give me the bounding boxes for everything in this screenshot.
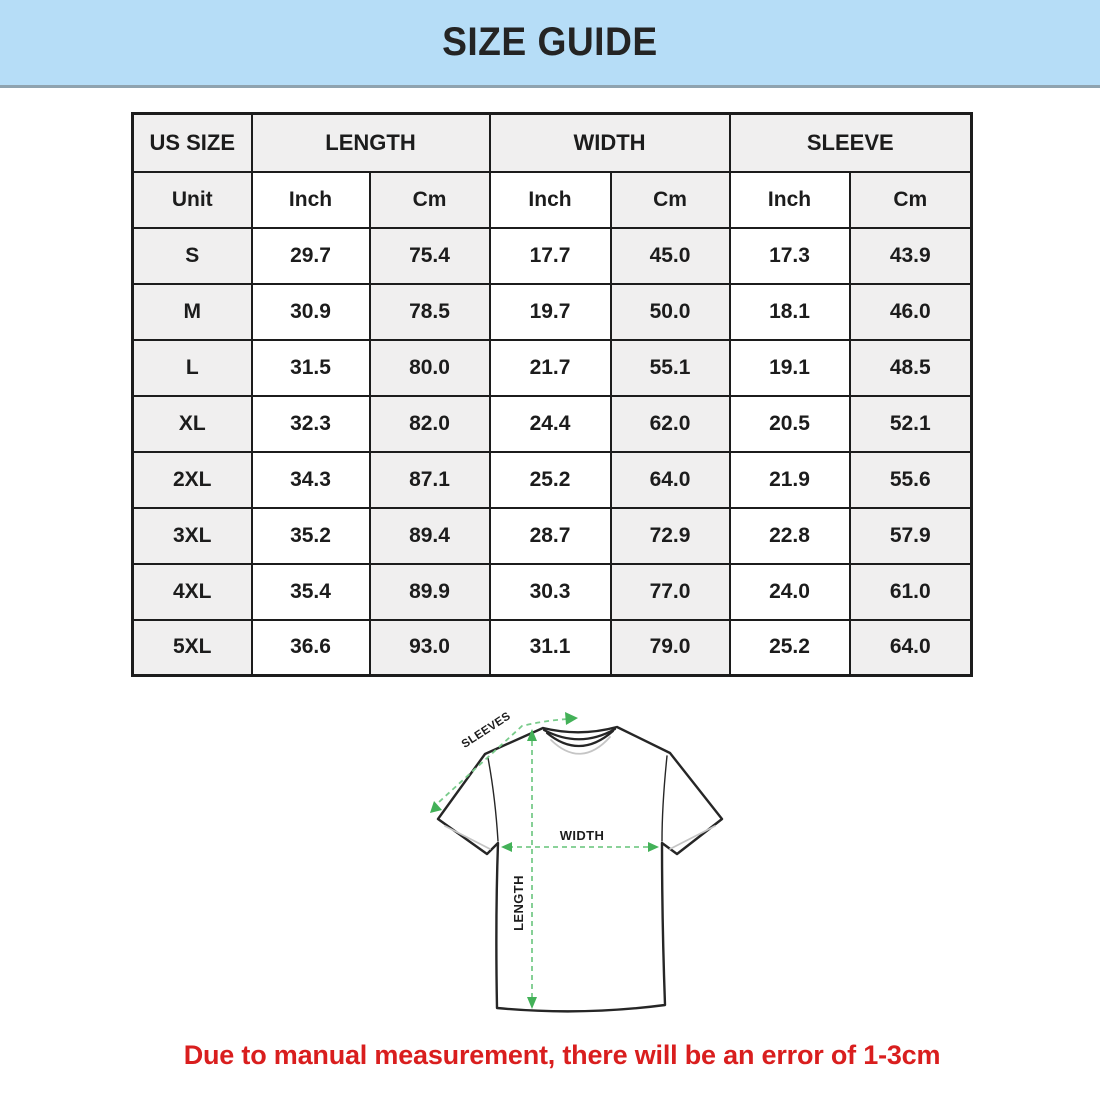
size-cell: 2XL <box>131 450 253 509</box>
value-cell: 50.0 <box>609 282 731 341</box>
value-cell: 30.9 <box>250 282 371 341</box>
value-cell: 75.4 <box>368 226 491 285</box>
collar-line <box>545 729 615 748</box>
value-cell: 17.3 <box>728 226 851 285</box>
value-cell: 89.9 <box>368 562 491 621</box>
value-cell: 25.2 <box>728 618 851 677</box>
value-cell: 80.0 <box>368 338 491 397</box>
unit-cell: Inch <box>250 170 371 229</box>
table-row: 2XL 34.3 87.1 25.2 64.0 21.9 55.6 <box>131 450 973 509</box>
value-cell: 35.2 <box>250 506 371 565</box>
value-cell: 20.5 <box>728 394 851 453</box>
value-cell: 18.1 <box>728 282 851 341</box>
value-cell: 82.0 <box>368 394 491 453</box>
table-row: L 31.5 80.0 21.7 55.1 19.1 48.5 <box>131 338 973 397</box>
col-header-us-size: US SIZE <box>131 112 253 173</box>
value-cell: 28.7 <box>488 506 612 565</box>
value-cell: 24.4 <box>488 394 612 453</box>
value-cell: 31.1 <box>488 618 612 677</box>
right-cuff-seam <box>669 825 716 850</box>
value-cell: 62.0 <box>609 394 731 453</box>
col-header-width: WIDTH <box>488 112 731 173</box>
value-cell: 19.1 <box>728 338 851 397</box>
unit-cell: Inch <box>488 170 612 229</box>
unit-cell: Unit <box>131 170 253 229</box>
value-cell: 21.9 <box>728 450 851 509</box>
size-table: US SIZE LENGTH WIDTH SLEEVE Unit Inch Cm… <box>131 112 974 677</box>
tshirt-diagram: SLEEVES WIDTH LENGTH <box>430 710 724 1013</box>
table-row: 4XL 35.4 89.9 30.3 77.0 24.0 61.0 <box>131 562 973 621</box>
page-title: SIZE GUIDE <box>442 20 658 64</box>
value-cell: 35.4 <box>250 562 371 621</box>
group-header-row: US SIZE LENGTH WIDTH SLEEVE <box>131 112 973 173</box>
size-cell: S <box>131 226 253 285</box>
value-cell: 34.3 <box>250 450 371 509</box>
unit-cell: Cm <box>848 170 973 229</box>
value-cell: 32.3 <box>250 394 371 453</box>
value-cell: 30.3 <box>488 562 612 621</box>
value-cell: 29.7 <box>250 226 371 285</box>
length-label: LENGTH <box>511 875 526 931</box>
value-cell: 89.4 <box>368 506 491 565</box>
col-header-sleeve: SLEEVE <box>728 112 973 173</box>
width-arrow <box>501 842 659 852</box>
value-cell: 48.5 <box>848 338 973 397</box>
value-cell: 72.9 <box>609 506 731 565</box>
value-cell: 64.0 <box>609 450 731 509</box>
size-cell: M <box>131 282 253 341</box>
value-cell: 46.0 <box>848 282 973 341</box>
unit-header-row: Unit Inch Cm Inch Cm Inch Cm <box>131 170 973 229</box>
value-cell: 17.7 <box>488 226 612 285</box>
value-cell: 31.5 <box>250 338 371 397</box>
value-cell: 52.1 <box>848 394 973 453</box>
size-cell: XL <box>131 394 253 453</box>
unit-cell: Cm <box>368 170 491 229</box>
length-arrow <box>527 729 537 1009</box>
value-cell: 77.0 <box>609 562 731 621</box>
table-row: XL 32.3 82.0 24.4 62.0 20.5 52.1 <box>131 394 973 453</box>
value-cell: 79.0 <box>609 618 731 677</box>
collar-seam-line <box>550 736 611 755</box>
table-row: 5XL 36.6 93.0 31.1 79.0 25.2 64.0 <box>131 618 973 677</box>
value-cell: 55.1 <box>609 338 731 397</box>
right-armhole-seam <box>661 755 668 842</box>
value-cell: 21.7 <box>488 338 612 397</box>
width-label: WIDTH <box>560 828 605 843</box>
value-cell: 24.0 <box>728 562 851 621</box>
table-row: M 30.9 78.5 19.7 50.0 18.1 46.0 <box>131 282 973 341</box>
value-cell: 78.5 <box>368 282 491 341</box>
left-cuff-seam <box>444 825 491 850</box>
value-cell: 87.1 <box>368 450 491 509</box>
value-cell: 61.0 <box>848 562 973 621</box>
value-cell: 36.6 <box>250 618 371 677</box>
table-row: S 29.7 75.4 17.7 45.0 17.3 43.9 <box>131 226 973 285</box>
sleeves-arrow <box>430 712 578 813</box>
value-cell: 25.2 <box>488 450 612 509</box>
value-cell: 43.9 <box>848 226 973 285</box>
value-cell: 57.9 <box>848 506 973 565</box>
tshirt-outline <box>436 725 724 1013</box>
unit-cell: Inch <box>728 170 851 229</box>
col-header-length: LENGTH <box>250 112 491 173</box>
size-cell: 4XL <box>131 562 253 621</box>
value-cell: 93.0 <box>368 618 491 677</box>
value-cell: 45.0 <box>609 226 731 285</box>
table-row: 3XL 35.2 89.4 28.7 72.9 22.8 57.9 <box>131 506 973 565</box>
size-cell: 3XL <box>131 506 253 565</box>
value-cell: 22.8 <box>728 506 851 565</box>
unit-cell: Cm <box>609 170 731 229</box>
measurement-note: Due to manual measurement, there will be… <box>183 1040 941 1070</box>
value-cell: 55.6 <box>848 450 973 509</box>
value-cell: 19.7 <box>488 282 612 341</box>
size-cell: 5XL <box>131 618 253 677</box>
value-cell: 64.0 <box>848 618 973 677</box>
size-cell: L <box>131 338 253 397</box>
left-armhole-seam <box>487 757 499 842</box>
size-guide-banner: SIZE GUIDE <box>0 0 1100 88</box>
collar-line <box>542 727 617 741</box>
